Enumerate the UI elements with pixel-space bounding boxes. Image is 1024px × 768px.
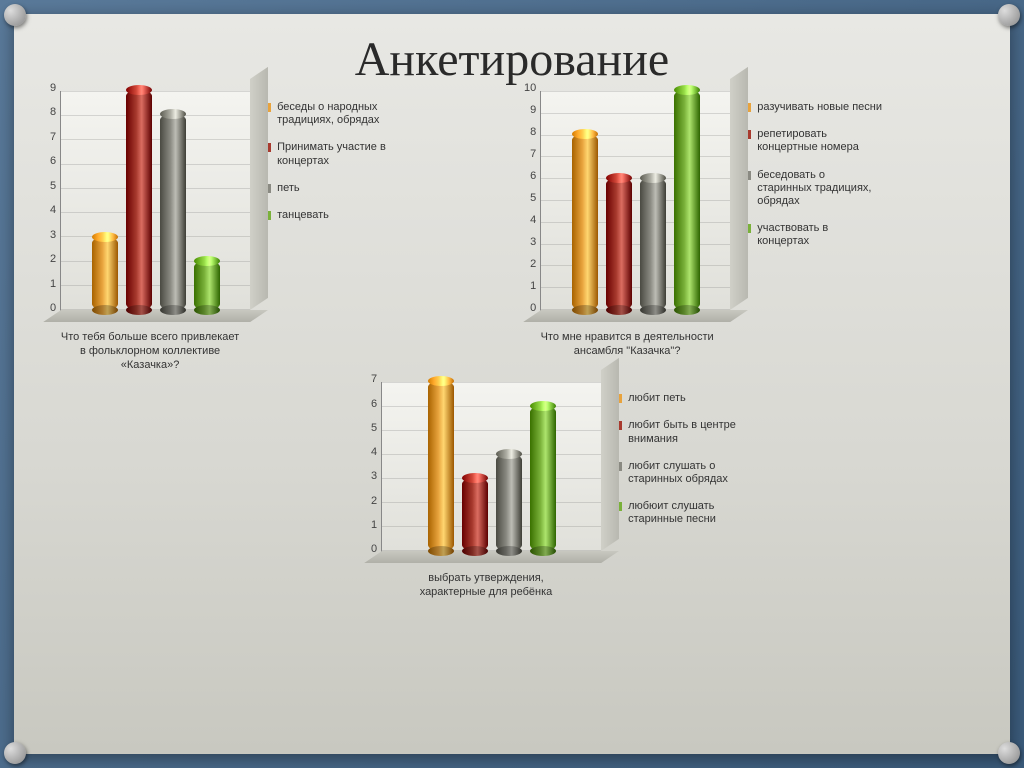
bar [572, 134, 598, 310]
chart-block: 0123456789 Что тебя больше всего привлека… [50, 91, 500, 372]
bar [428, 381, 454, 551]
legend-item: беседы о народных традициях, обрядах [262, 101, 402, 127]
bar [496, 454, 522, 551]
bar [126, 90, 152, 310]
legend-label: танцевать [277, 209, 329, 222]
legend-label: любит слушать о старинных обрядах [628, 460, 753, 486]
y-axis: 0123456789 [50, 91, 60, 311]
plot-area [60, 91, 250, 311]
pushpin-icon [998, 4, 1020, 26]
legend-label: беседовать о старинных традициях, обряда… [757, 169, 882, 209]
bar [194, 261, 220, 310]
x-axis-label: Что тебя больше всего привлекает в фольк… [60, 331, 240, 372]
chart-block: 01234567 выбрать утверждения, характерные… [50, 382, 974, 600]
legend-label: любит петь [628, 392, 686, 405]
plot-area [381, 382, 601, 552]
legend-label: репетировать концертные номера [757, 128, 882, 154]
plot-area [540, 91, 730, 311]
bar [92, 237, 118, 310]
legend-label: петь [277, 182, 299, 195]
charts-grid: 0123456789 Что тебя больше всего привлека… [50, 91, 974, 600]
y-axis: 01234567 [371, 382, 381, 552]
legend-item: любит петь [613, 392, 753, 405]
legend-item: Принимать участие в концертах [262, 141, 402, 167]
bar [160, 114, 186, 310]
x-axis-label: выбрать утверждения, характерные для реб… [396, 572, 576, 600]
legend: беседы о народных традициях, обрядах Прин… [262, 91, 402, 372]
legend: любит петь любит быть в центре внимания лю… [613, 382, 753, 600]
bar [606, 178, 632, 310]
legend-item: любит быть в центре внимания [613, 419, 753, 445]
pushpin-icon [4, 742, 26, 764]
legend-label: любит быть в центре внимания [628, 419, 753, 445]
page-title: Анкетирование [50, 32, 974, 87]
legend-label: участвовать в концертах [757, 222, 882, 248]
legend-label: любюит слушать старинные песни [628, 500, 753, 526]
pushpin-icon [998, 742, 1020, 764]
x-axis-label: Что мне нравится в деятельности ансамбля… [537, 331, 717, 359]
slide: Анкетирование 0123456789 Что тебя больше … [14, 14, 1010, 754]
legend-item: любит слушать о старинных обрядах [613, 460, 753, 486]
legend: разучивать новые песни репетировать конце… [742, 91, 882, 372]
legend-item: участвовать в концертах [742, 222, 882, 248]
chart-block: 012345678910 Что мне нравится в деятельно… [524, 91, 974, 372]
bar [530, 406, 556, 552]
y-axis: 012345678910 [524, 91, 540, 311]
legend-item: репетировать концертные номера [742, 128, 882, 154]
bar [674, 90, 700, 310]
legend-label: разучивать новые песни [757, 101, 882, 114]
legend-label: беседы о народных традициях, обрядах [277, 101, 402, 127]
pushpin-icon [4, 4, 26, 26]
legend-item: танцевать [262, 209, 402, 222]
legend-item: петь [262, 182, 402, 195]
legend-item: любюит слушать старинные песни [613, 500, 753, 526]
legend-item: беседовать о старинных традициях, обряда… [742, 169, 882, 209]
legend-label: Принимать участие в концертах [277, 141, 402, 167]
bar [640, 178, 666, 310]
legend-item: разучивать новые песни [742, 101, 882, 114]
bar [462, 478, 488, 551]
